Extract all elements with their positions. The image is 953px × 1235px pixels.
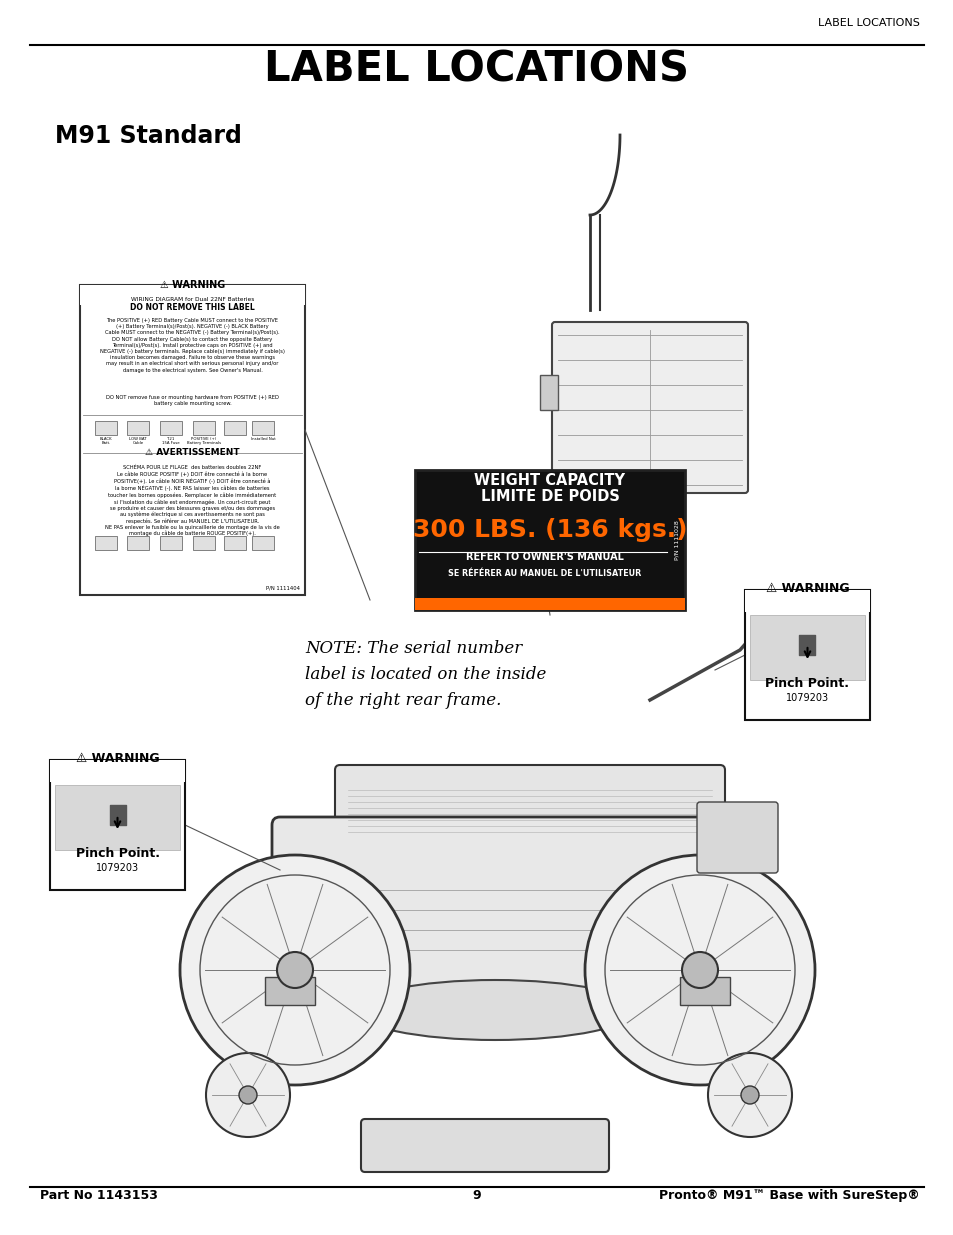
Bar — [50, 760, 185, 890]
FancyBboxPatch shape — [697, 802, 778, 873]
Text: ⚠ AVERTISSEMENT: ⚠ AVERTISSEMENT — [145, 448, 239, 457]
Bar — [55, 785, 180, 850]
Text: WIRING DIAGRAM for Dual 22NF Batteries: WIRING DIAGRAM for Dual 22NF Batteries — [131, 296, 253, 303]
Bar — [415, 471, 684, 610]
Text: Pronto® M91™ Base with SureStep®: Pronto® M91™ Base with SureStep® — [659, 1189, 919, 1202]
Bar — [127, 421, 149, 435]
Text: LIMITE DE POIDS: LIMITE DE POIDS — [480, 489, 618, 504]
Text: DO NOT remove fuse or mounting hardware from POSITIVE (+) RED
battery cable moun: DO NOT remove fuse or mounting hardware … — [106, 395, 278, 406]
Text: P/N 1111028: P/N 1111028 — [674, 520, 679, 559]
Text: WEIGHT CAPACITY: WEIGHT CAPACITY — [474, 473, 625, 488]
Circle shape — [707, 1053, 791, 1137]
Bar — [679, 977, 729, 1005]
Circle shape — [239, 1086, 256, 1104]
Text: T21
15A Fuse: T21 15A Fuse — [162, 437, 179, 446]
Bar — [95, 536, 117, 550]
Text: DO NOT REMOVE THIS LABEL: DO NOT REMOVE THIS LABEL — [130, 303, 254, 312]
Text: P/N 1111404: P/N 1111404 — [266, 585, 299, 590]
Bar — [160, 421, 182, 435]
Circle shape — [740, 1086, 759, 1104]
Text: 300 LBS. (136 kgs.): 300 LBS. (136 kgs.) — [413, 517, 686, 542]
Ellipse shape — [355, 981, 635, 1040]
Circle shape — [584, 855, 814, 1086]
Bar — [160, 536, 182, 550]
Text: NOTE: The serial number
label is located on the inside
of the right rear frame.: NOTE: The serial number label is located… — [305, 640, 546, 709]
Bar — [193, 421, 214, 435]
Text: Pinch Point.: Pinch Point. — [764, 677, 848, 690]
FancyBboxPatch shape — [80, 285, 305, 595]
FancyBboxPatch shape — [552, 322, 747, 493]
Bar — [539, 375, 558, 410]
FancyBboxPatch shape — [335, 764, 724, 845]
Bar — [193, 536, 214, 550]
Text: LOW BAT
Cable: LOW BAT Cable — [129, 437, 147, 446]
Text: M91 Standard: M91 Standard — [55, 124, 242, 148]
Text: POSITIVE (+)
Battery Terminals: POSITIVE (+) Battery Terminals — [187, 437, 221, 446]
Bar — [749, 615, 864, 680]
Bar — [127, 536, 149, 550]
Text: LABEL LOCATIONS: LABEL LOCATIONS — [818, 19, 919, 28]
FancyBboxPatch shape — [360, 1119, 608, 1172]
Circle shape — [276, 952, 313, 988]
Circle shape — [206, 1053, 290, 1137]
Text: 1079203: 1079203 — [785, 693, 828, 703]
Text: BLACK
Batt.: BLACK Batt. — [99, 437, 112, 446]
Bar — [224, 421, 246, 435]
FancyBboxPatch shape — [272, 818, 718, 1008]
Bar — [80, 285, 305, 305]
Bar — [252, 536, 274, 550]
Text: ⚠ WARNING: ⚠ WARNING — [75, 752, 159, 764]
Text: Part No 1143153: Part No 1143153 — [40, 1189, 157, 1202]
Text: REFER TO OWNER'S MANUAL: REFER TO OWNER'S MANUAL — [466, 552, 623, 562]
Text: ⚠ WARNING: ⚠ WARNING — [160, 280, 225, 290]
Text: The POSITIVE (+) RED Battery Cable MUST connect to the POSITIVE
(+) Battery Term: The POSITIVE (+) RED Battery Cable MUST … — [100, 317, 285, 373]
Circle shape — [681, 952, 718, 988]
Text: SE RÉFÉRER AU MANUEL DE L'UTILISATEUR: SE RÉFÉRER AU MANUEL DE L'UTILISATEUR — [448, 569, 641, 578]
Text: ⚠ WARNING: ⚠ WARNING — [765, 582, 848, 595]
Bar — [95, 421, 117, 435]
Text: LABEL LOCATIONS: LABEL LOCATIONS — [264, 48, 689, 90]
Bar — [265, 977, 314, 1005]
Bar — [224, 536, 246, 550]
Text: 9: 9 — [472, 1189, 481, 1202]
Circle shape — [180, 855, 410, 1086]
Text: SCHÉMA POUR LE FILAGE  des batteries doubles 22NF
Le câble ROUGE POSITIF (+) DOI: SCHÉMA POUR LE FILAGE des batteries doub… — [105, 466, 279, 536]
Bar — [744, 590, 869, 720]
Text: 1079203: 1079203 — [96, 863, 139, 873]
Bar — [50, 760, 185, 782]
Text: Pinch Point.: Pinch Point. — [75, 847, 159, 860]
Bar — [252, 421, 274, 435]
Bar — [744, 590, 869, 613]
Bar — [415, 598, 684, 610]
Text: Installed Nut: Installed Nut — [251, 437, 275, 441]
